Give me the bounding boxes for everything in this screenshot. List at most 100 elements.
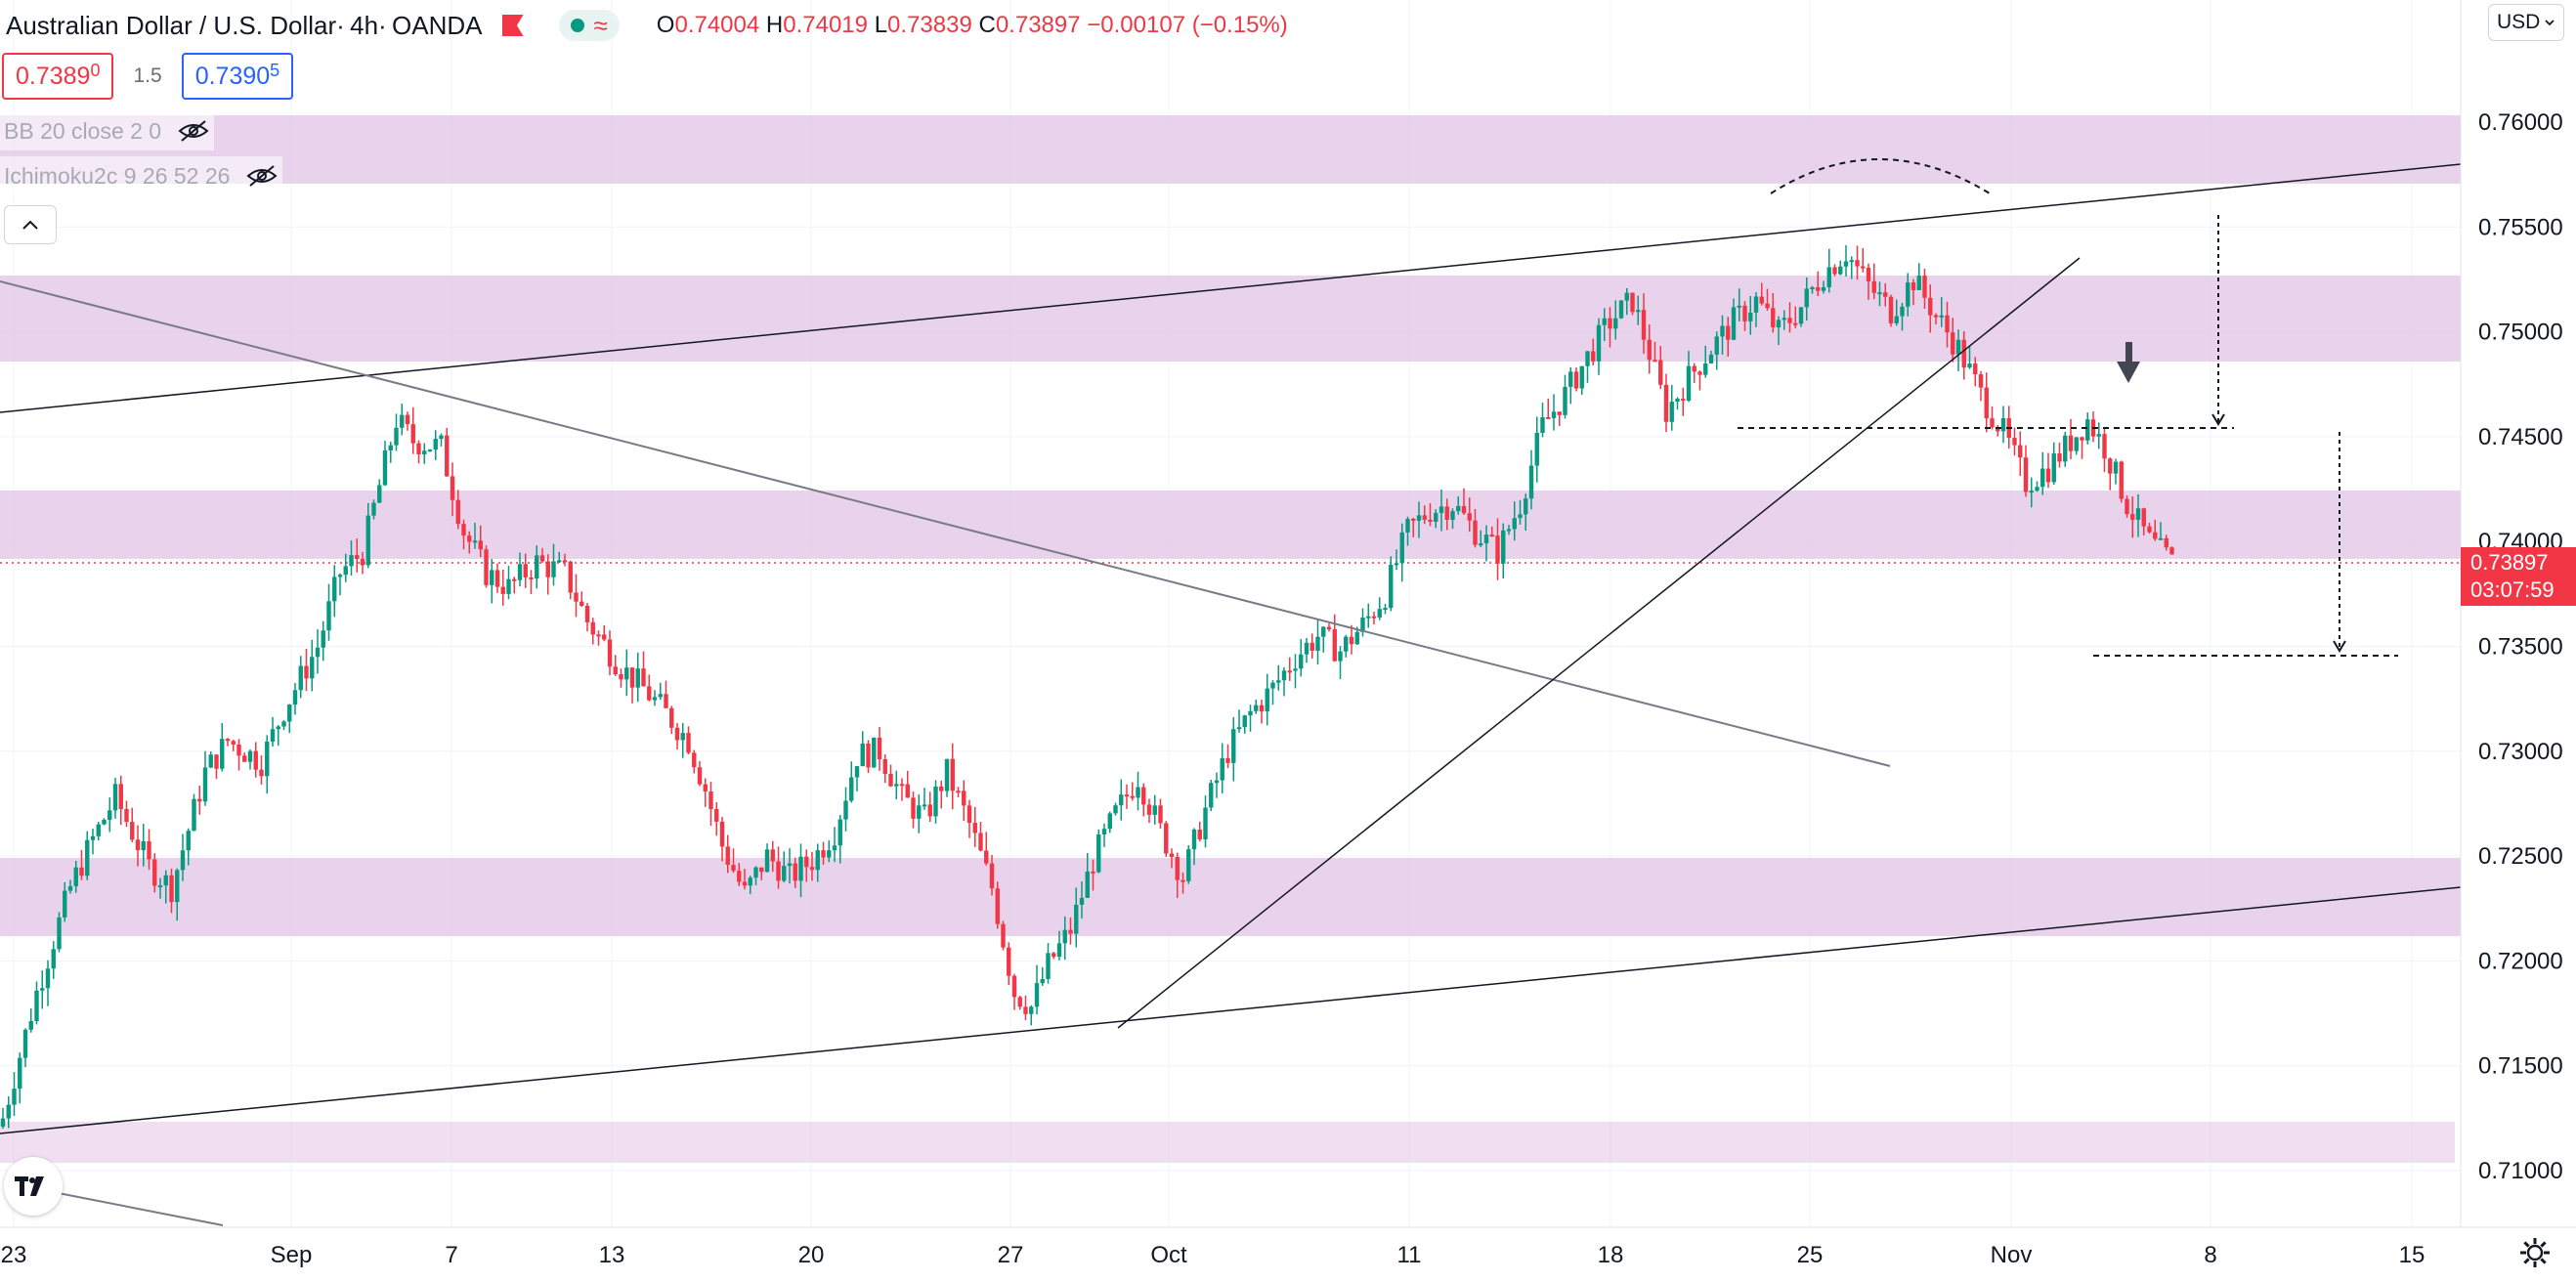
candle-down	[882, 759, 887, 775]
candle-down	[821, 850, 826, 858]
currency-button[interactable]: USD	[2488, 4, 2565, 41]
candle-up	[1214, 780, 1220, 784]
candle-down	[1787, 318, 1792, 323]
candle-down	[1647, 339, 1652, 361]
candle-up	[1434, 512, 1438, 522]
candle-down	[1692, 365, 1696, 372]
price-tick-label: 0.71000	[2478, 1158, 2563, 1184]
collapse-legend-button[interactable]	[4, 205, 57, 244]
candle-up	[2158, 537, 2164, 540]
candle-up	[1119, 794, 1124, 806]
candle-down	[1984, 387, 1989, 419]
candle-up	[102, 819, 107, 825]
candle-down	[259, 769, 264, 777]
symbol-title[interactable]: Australian Dollar / U.S. Dollar	[6, 10, 337, 40]
candle-down	[962, 791, 966, 806]
candle-down	[2125, 498, 2129, 515]
candle-down	[664, 694, 668, 708]
candle-down	[692, 752, 697, 768]
candle-up	[1254, 705, 1259, 711]
candle-up	[1669, 402, 1674, 422]
candle-up	[112, 784, 118, 811]
candle-up	[1900, 306, 1905, 317]
candle-down	[956, 791, 961, 793]
candle-up	[1304, 642, 1309, 655]
candle-down	[1928, 297, 1933, 316]
market-status-pill[interactable]: ≈	[558, 10, 620, 41]
candle-up	[1512, 518, 1517, 530]
candle-up	[1056, 943, 1062, 958]
candle-down	[231, 741, 236, 745]
candle-down	[1557, 411, 1562, 415]
candle-down	[989, 863, 995, 889]
candle-up	[635, 668, 640, 688]
price-tick-label: 0.75000	[2478, 320, 2563, 346]
candle-down	[1052, 953, 1056, 958]
candle-down	[1961, 339, 1966, 368]
candle-up	[1748, 312, 1753, 321]
interval-label[interactable]: 4h	[350, 10, 379, 40]
price-axis[interactable]: 0.760000.755000.750000.745000.740000.735…	[2478, 109, 2563, 1184]
candle-down	[737, 871, 742, 882]
candle-up	[506, 578, 511, 594]
candle-down	[669, 707, 674, 728]
eye-off-icon[interactable]	[177, 119, 210, 143]
candle-down	[1742, 305, 1747, 321]
zone-middle	[0, 491, 2461, 559]
gear-icon[interactable]	[2517, 1235, 2553, 1270]
candle-up	[73, 867, 78, 886]
sell-button[interactable]: 0.7389 0	[2, 53, 114, 100]
candle-down	[584, 605, 590, 622]
candle-down	[2119, 461, 2124, 499]
candle-down	[1259, 705, 1265, 712]
candle-up	[872, 737, 877, 768]
candle-down	[647, 686, 652, 701]
candle-down	[1663, 384, 1669, 422]
time-axis[interactable]: 23 Sep 7 13 20 27 Oct 11 18 25 Nov 8 15	[1, 1242, 2426, 1268]
candle-up	[349, 555, 354, 567]
candle-down	[877, 737, 882, 760]
buy-button[interactable]: 0.7390 5	[181, 53, 294, 100]
indicator-ichimoku[interactable]: Ichimoku2c 9 26 52 26	[0, 156, 283, 195]
candle-up	[1338, 651, 1343, 662]
candle-up	[310, 657, 315, 679]
candle-down	[1164, 823, 1169, 854]
trendline-descending	[0, 280, 1891, 767]
tradingview-logo-icon[interactable]	[4, 1157, 63, 1216]
candle-up	[1534, 432, 1539, 466]
candle-down	[1411, 518, 1416, 521]
candle-up	[1281, 670, 1287, 681]
candle-down	[455, 499, 460, 525]
candle-down	[1326, 626, 1332, 630]
eye-off-icon[interactable]	[245, 164, 279, 188]
candle-down	[1658, 360, 1663, 385]
candle-up	[1686, 365, 1692, 402]
candle-up	[1810, 287, 1815, 290]
candle-up	[400, 414, 405, 428]
candle-up	[208, 754, 213, 768]
candle-down	[1855, 260, 1860, 267]
indicator-bb[interactable]: BB 20 close 2 0	[0, 111, 215, 150]
candle-up	[1096, 834, 1101, 873]
candle-up	[490, 570, 494, 585]
candle-up	[270, 729, 276, 742]
trendline-rising	[1117, 257, 2081, 1029]
candle-down	[1461, 505, 1467, 514]
candle-down	[304, 665, 309, 679]
candle-down	[742, 881, 748, 886]
candle-up	[748, 877, 752, 886]
candle-up	[1366, 616, 1371, 619]
candle-up	[1315, 636, 1320, 651]
candle-down	[1017, 997, 1022, 1007]
candle-up	[1563, 386, 1567, 415]
chart-header: Australian Dollar / U.S. Dollar · 4h · O…	[6, 10, 1288, 41]
trendline-upper-channel	[0, 163, 2462, 413]
candle-up	[2000, 418, 2006, 432]
zone-lower	[0, 858, 2461, 936]
flag-icon[interactable]	[501, 15, 524, 36]
candle-down	[1973, 363, 1978, 375]
candle-up	[1276, 680, 1281, 683]
candle-down	[759, 867, 764, 873]
candle-down	[1309, 642, 1314, 651]
